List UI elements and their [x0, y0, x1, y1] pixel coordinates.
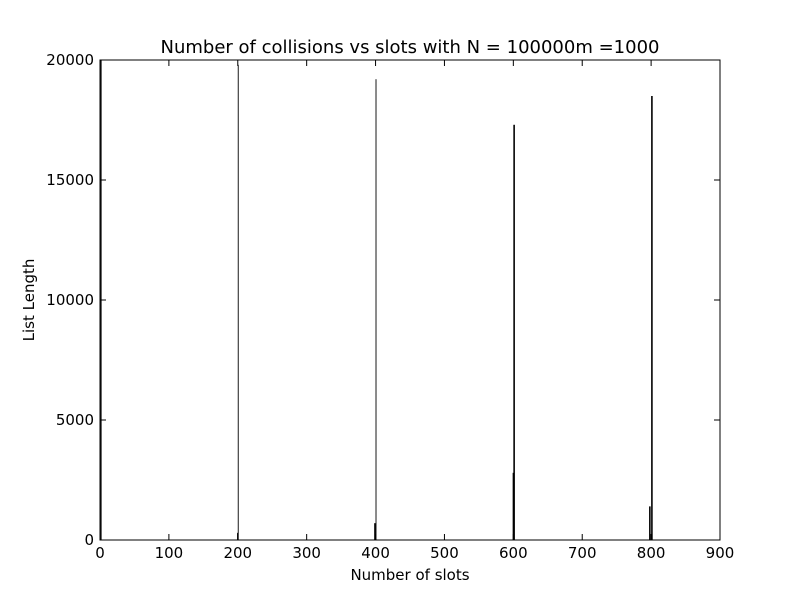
x-tick-label-2: 200 — [223, 544, 252, 562]
bar-5 — [374, 523, 376, 540]
y-axis-label: List Length — [20, 259, 38, 342]
y-tick-label-2: 10000 — [46, 291, 94, 309]
bar-9 — [514, 124, 515, 541]
x-tick-label-0: 0 — [95, 544, 105, 562]
y-tick-label-4: 20000 — [46, 51, 94, 69]
bar-4 — [374, 523, 376, 540]
bar-13 — [651, 96, 653, 540]
x-tick-label-5: 500 — [430, 544, 459, 562]
bar-3 — [237, 64, 239, 541]
x-tick-label-7: 700 — [568, 544, 597, 562]
x-tick-label-6: 600 — [499, 544, 528, 562]
y-tick-label-0: 0 — [84, 531, 94, 549]
x-tick-label-1: 100 — [155, 544, 184, 562]
bar-12 — [651, 96, 653, 540]
ticks-group: 0 100 200 300 400 500 600 700 800 900 0 5000 10000 15… — [46, 51, 734, 562]
bar-8 — [513, 124, 515, 541]
bar-7 — [512, 472, 514, 540]
bars-group — [100, 60, 653, 541]
x-tick-label-4: 400 — [361, 544, 390, 562]
bar-11 — [649, 506, 651, 540]
x-tick-label-3: 300 — [292, 544, 321, 562]
x-axis-label: Number of slots — [350, 566, 469, 584]
plot-frame — [99, 59, 721, 541]
x-tick-label-9: 900 — [706, 544, 735, 562]
chart-title: Number of collisions vs slots with N = 1… — [161, 37, 660, 58]
y-tick-label-3: 15000 — [46, 171, 94, 189]
bar-6 — [375, 79, 377, 540]
y-tick-label-1: 5000 — [56, 411, 94, 429]
x-tick-label-8: 800 — [637, 544, 666, 562]
bar-10 — [649, 506, 650, 540]
